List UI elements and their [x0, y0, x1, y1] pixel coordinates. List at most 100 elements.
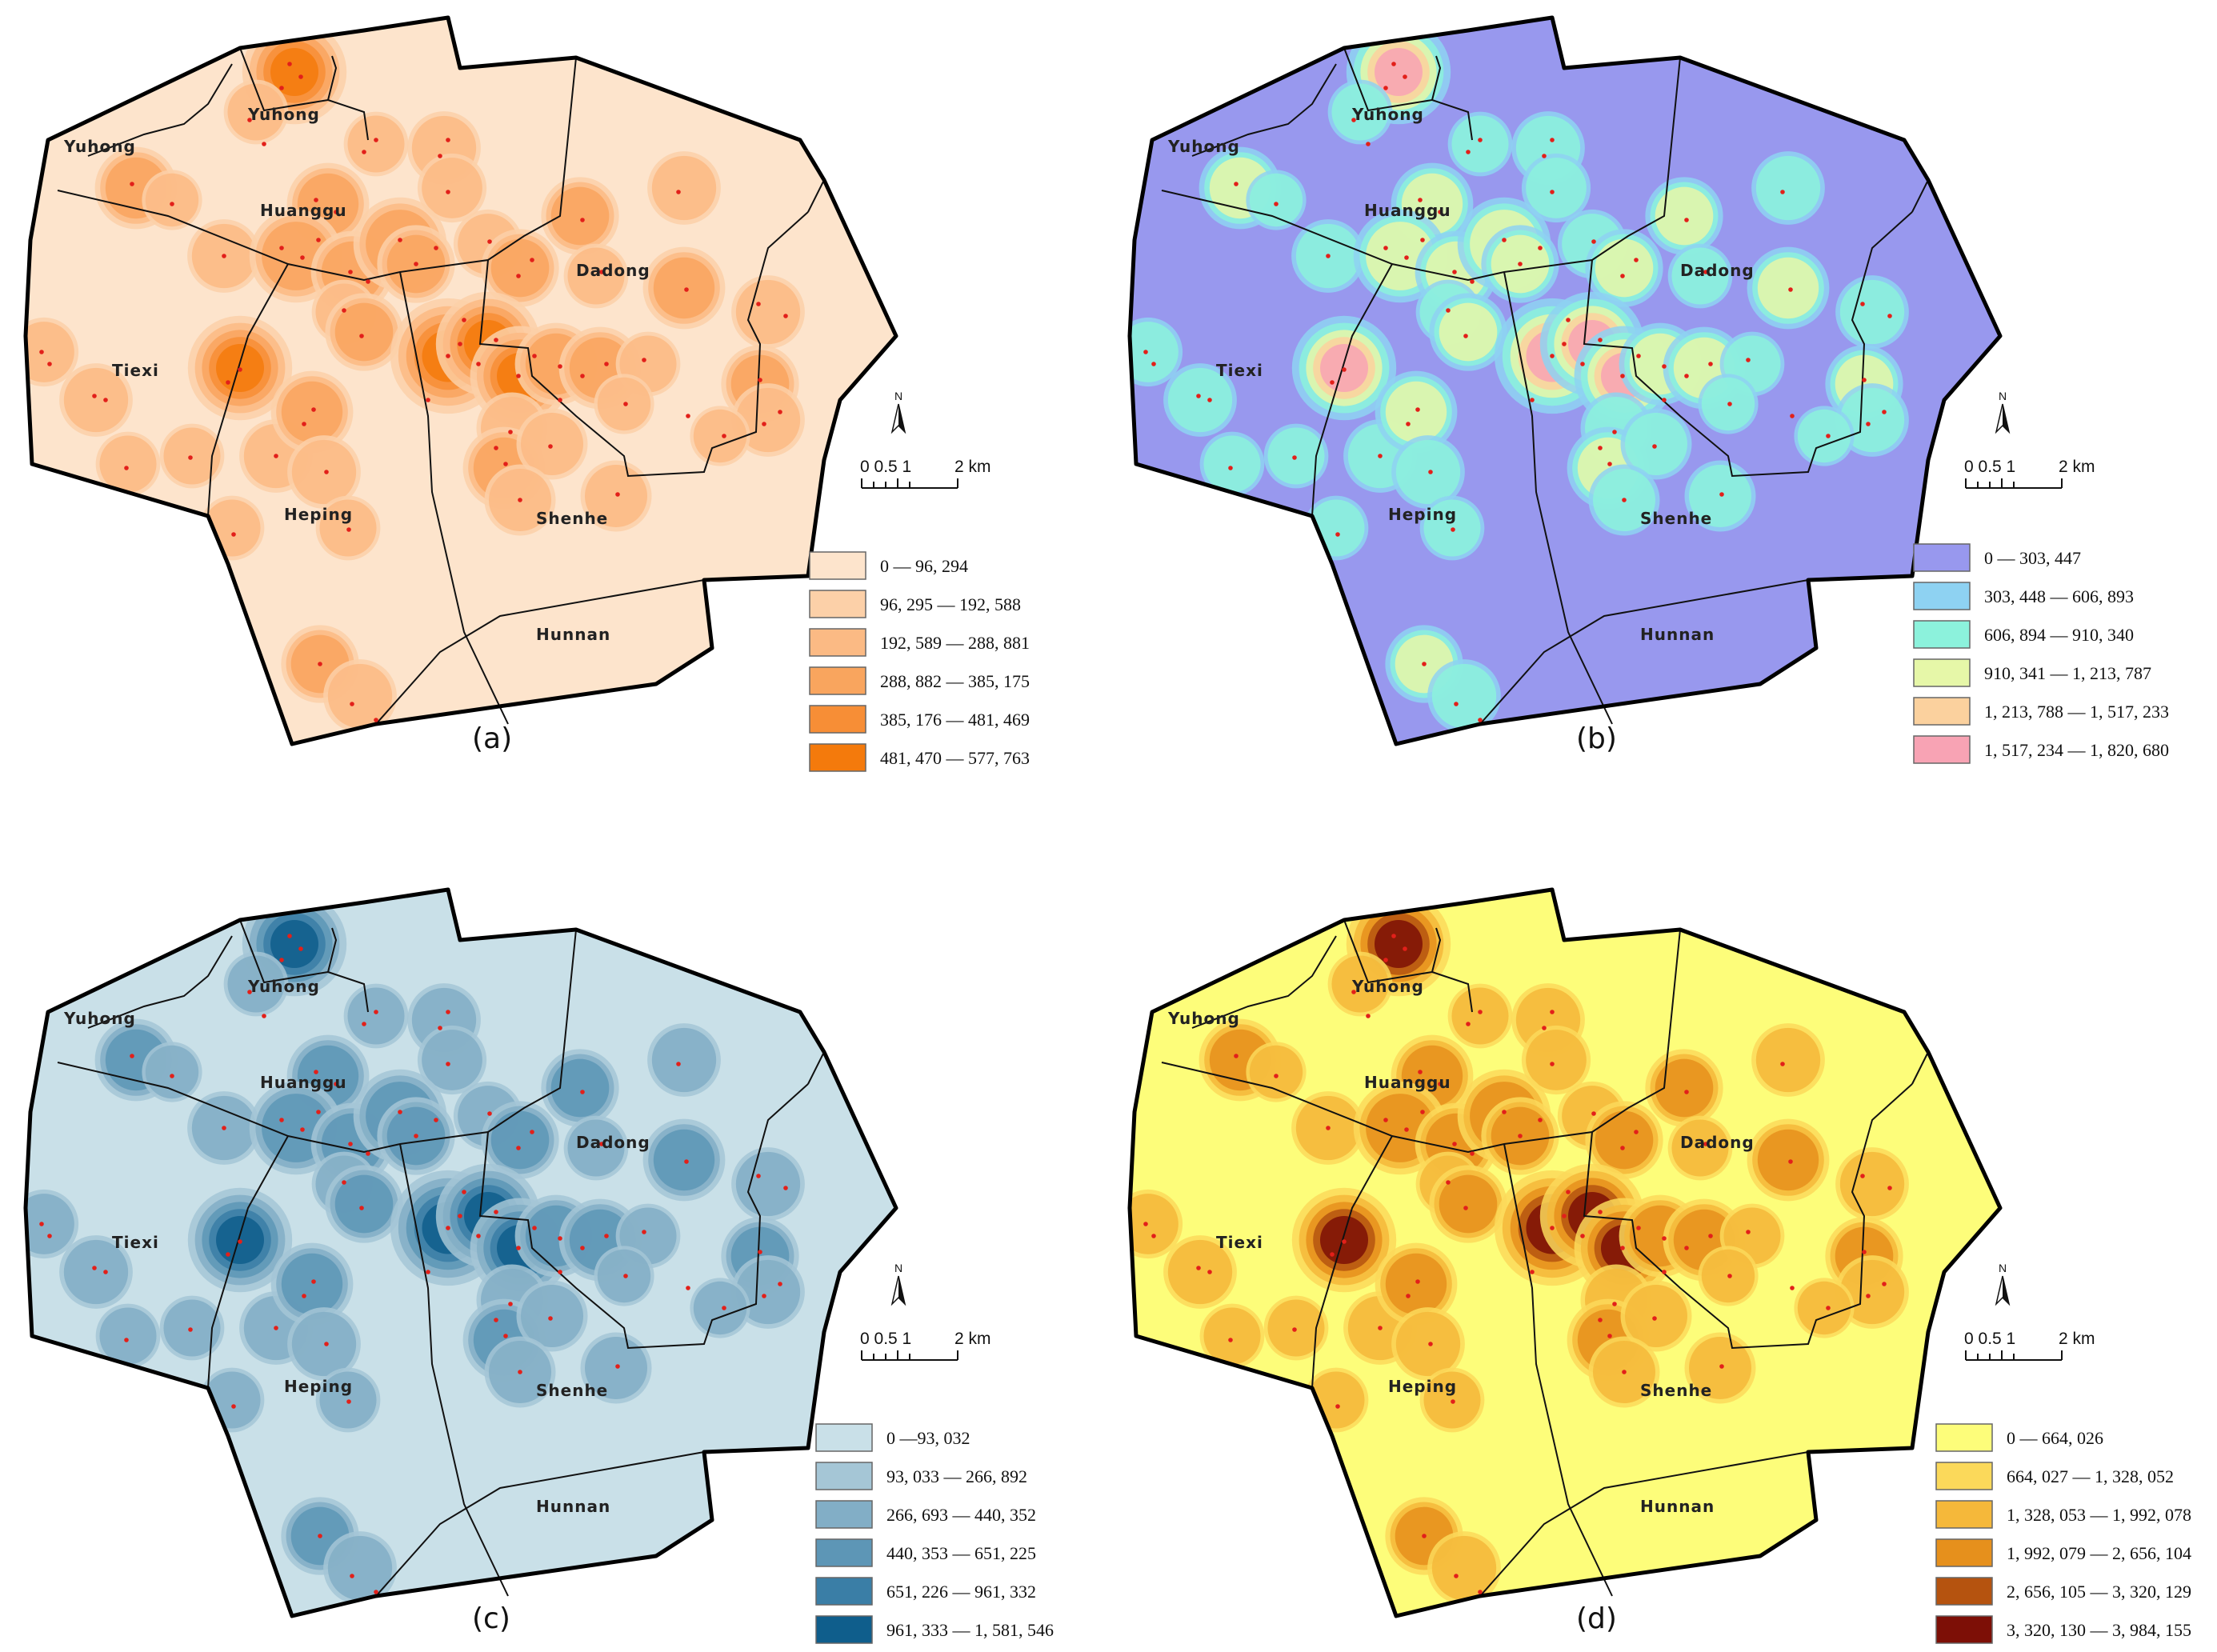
sample-point [1780, 190, 1785, 194]
district-label-huanggu: Huanggu [260, 1073, 347, 1092]
sample-point [1542, 154, 1547, 158]
density-hotspot [1375, 370, 1458, 454]
district-boundary [327, 99, 369, 141]
sample-point [334, 1082, 338, 1086]
sample-point [1454, 702, 1459, 706]
density-hotspot [1521, 153, 1591, 223]
density-hotspot [541, 177, 619, 255]
sample-point [580, 1090, 585, 1094]
sample-point [1466, 150, 1471, 154]
sample-point [1383, 246, 1388, 250]
sample-point [1591, 239, 1596, 244]
density-hotspot [417, 1025, 487, 1095]
legend-swatch [809, 705, 866, 734]
sample-point [1636, 1226, 1641, 1230]
legend-swatch [1935, 1423, 1993, 1452]
density-hotspot [563, 243, 629, 309]
sample-point [1607, 462, 1612, 466]
sample-point [1866, 1294, 1871, 1298]
district-boundary [807, 1051, 825, 1085]
district-boundary [1479, 579, 1809, 725]
sample-point [1451, 527, 1455, 532]
sample-point [1550, 138, 1555, 142]
sample-point [1708, 362, 1713, 366]
district-label-heping: Heping [1388, 1377, 1457, 1396]
scale-bar-ticks [861, 478, 958, 489]
sample-point [1196, 1266, 1201, 1270]
sample-point [1652, 444, 1657, 449]
sample-point [458, 1214, 462, 1218]
sample-point [247, 990, 252, 994]
sample-point [686, 1286, 690, 1290]
sample-point [1428, 1342, 1433, 1346]
scale-bar-c: N 0 0.5 1 2 km [860, 1262, 991, 1361]
density-hotspot [223, 951, 289, 1017]
sample-point [1406, 422, 1411, 426]
sample-point [1620, 1146, 1625, 1150]
scale-bar-d: N 0 0.5 1 2 km [1964, 1262, 2095, 1361]
sample-point [1620, 274, 1625, 278]
sample-point [1391, 934, 1396, 938]
density-hotspot [642, 246, 726, 330]
sample-point [1446, 1180, 1451, 1185]
sample-point [1790, 414, 1795, 418]
sample-point [300, 1127, 305, 1132]
sample-points [1143, 934, 1892, 1594]
sample-point [1234, 1054, 1239, 1058]
legend-d: 0 — 664, 026 664, 027 — 1, 328, 052 1, 328… [1935, 1423, 2191, 1644]
sample-point [1207, 1270, 1212, 1274]
sample-point [532, 354, 537, 358]
sample-point [1598, 446, 1603, 450]
panel-label-d: (d) [1576, 1602, 1617, 1635]
density-hotspot [1751, 151, 1825, 225]
density-hotspot [1327, 79, 1393, 145]
sample-point [756, 1174, 761, 1178]
sample-point [170, 202, 174, 206]
district-label-hunnan: Hunnan [536, 625, 610, 644]
scale-bar-b: N 0 0.5 1 2 km [1964, 390, 2095, 489]
sample-point [426, 398, 430, 402]
legend-entry: 288, 882 — 385, 175 [880, 671, 1030, 691]
density-hotspot [731, 275, 805, 349]
district-label-dadong: Dadong [576, 261, 650, 280]
sample-point [316, 238, 321, 242]
scale-bar-ticks [861, 1350, 958, 1361]
legend-entry: 3, 320, 130 — 3, 984, 155 [2007, 1620, 2191, 1640]
density-hotspot [270, 370, 354, 454]
district-label-yuhong2: Yuhong [1167, 137, 1240, 156]
district-boundary [1191, 63, 1337, 157]
sample-point [130, 182, 134, 186]
sample-point [438, 154, 442, 158]
legend-entry: 192, 589 — 288, 881 [880, 633, 1030, 653]
sample-point [494, 338, 498, 342]
sample-point [580, 1246, 585, 1250]
sample-point [1383, 86, 1388, 90]
sample-point [1662, 1236, 1667, 1241]
sample-point [1403, 74, 1407, 79]
north-label: N [1999, 1262, 2007, 1274]
sample-point [494, 1318, 498, 1322]
sample-point [279, 958, 284, 962]
sample-point [1550, 354, 1555, 358]
density-hotspot [1684, 1332, 1756, 1404]
sample-point [1684, 374, 1689, 378]
sample-point [124, 1338, 129, 1342]
district-label-huanggu: Huanggu [1364, 1073, 1451, 1092]
district-boundary [1431, 971, 1473, 1013]
sample-point [1234, 182, 1239, 186]
legend-entry: 96, 295 — 192, 588 [880, 594, 1021, 614]
sample-point [130, 1054, 134, 1058]
sample-point [604, 362, 609, 366]
density-hotspot [563, 1115, 629, 1181]
density-hotspot [1747, 1118, 1830, 1202]
district-boundary [1431, 99, 1473, 141]
sample-point [1550, 1062, 1555, 1066]
sample-point [1292, 455, 1297, 460]
legend-swatch [1913, 620, 1971, 649]
legend-swatch [809, 628, 866, 657]
density-hotspot [1620, 1280, 1692, 1352]
density-hotspot [287, 1307, 361, 1381]
sample-point [494, 1210, 498, 1214]
sample-point [462, 318, 466, 322]
sample-point [274, 454, 278, 458]
